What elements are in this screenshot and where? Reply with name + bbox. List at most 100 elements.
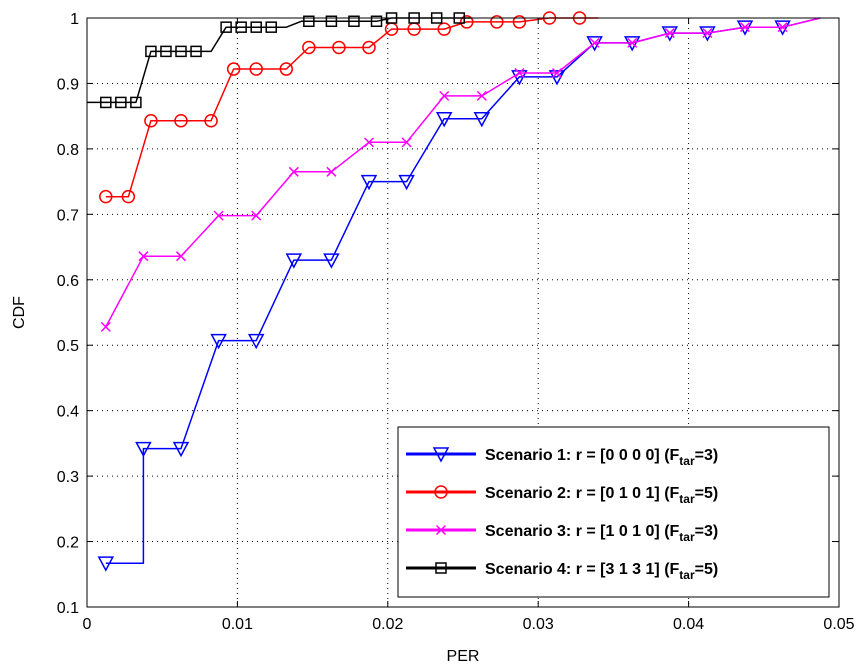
data-point-marker: [326, 166, 337, 177]
data-point-marker: [514, 67, 525, 79]
data-point-marker: [303, 15, 315, 28]
data-point-marker: [435, 562, 447, 574]
legend-label-subscript: tar: [679, 530, 695, 544]
data-point-marker: [250, 21, 262, 33]
data-point-marker: [204, 113, 218, 128]
data-point-marker: [551, 67, 563, 79]
legend-label-main: Scenario 4: r = [3 1 3 1] (F: [485, 561, 680, 578]
y-tick-label: 0.1: [57, 600, 79, 617]
data-point-marker: [100, 321, 111, 332]
legend-label: Scenario 4: r = [3 1 3 1] (Ftar=5): [485, 561, 718, 582]
data-point-marker: [702, 28, 713, 39]
data-point-marker: [476, 90, 487, 101]
data-point-marker: [401, 137, 412, 148]
data-point-marker: [664, 28, 675, 39]
data-point-marker: [213, 210, 224, 221]
data-point-marker: [138, 251, 149, 262]
data-point-marker: [739, 22, 751, 33]
data-point-marker: [777, 22, 788, 33]
legend: Scenario 1: r = [0 0 0 0] (Ftar=3)Scenar…: [397, 426, 830, 598]
y-tick-label: 0.8: [57, 142, 79, 159]
data-point-marker: [220, 21, 232, 33]
legend-label-tail: =3): [695, 523, 719, 540]
legend-label-main: Scenario 1: r = [0 0 0 0] (F: [485, 447, 680, 464]
data-point-marker: [302, 40, 316, 55]
legend-label: Scenario 1: r = [0 0 0 0] (Ftar=3): [485, 447, 718, 468]
data-point-marker: [512, 15, 527, 29]
legend-label-tail: =5): [695, 485, 719, 502]
data-point-marker: [285, 253, 303, 269]
x-tick-label: 0.05: [823, 616, 854, 633]
data-point-marker: [437, 22, 451, 36]
data-point-marker: [460, 15, 474, 29]
series-lines: [87, 11, 821, 572]
data-point-marker: [439, 90, 450, 101]
legend-item: Scenario 3: r = [1 0 1 0] (Ftar=3): [406, 523, 718, 544]
x-tick-label: 0.01: [222, 616, 253, 633]
data-point-marker: [435, 112, 453, 128]
data-point-marker: [135, 441, 152, 458]
data-point-marker: [160, 45, 172, 58]
plot-frame: [86, 17, 840, 608]
data-point-marker: [174, 113, 188, 128]
data-point-marker: [370, 15, 383, 28]
data-point-marker: [145, 45, 157, 58]
data-point-marker: [348, 15, 360, 28]
data-point-marker: [363, 137, 375, 148]
x-tick-label: 0.02: [372, 616, 403, 633]
legend-label-subscript: tar: [679, 492, 695, 506]
data-point-marker: [190, 45, 202, 58]
y-tick-label: 0.2: [57, 535, 79, 552]
x-axis-label: PER: [447, 648, 480, 665]
data-point-marker: [226, 62, 241, 76]
y-tick-label: 1: [70, 11, 79, 28]
legend-item: Scenario 1: r = [0 0 0 0] (Ftar=3): [406, 447, 718, 468]
legend-label-subscript: tar: [679, 454, 695, 468]
data-point-marker: [398, 174, 415, 191]
legend-label: Scenario 3: r = [1 0 1 0] (Ftar=3): [485, 523, 718, 544]
y-tick-label: 0.4: [57, 404, 79, 421]
legend-label-subscript: tar: [679, 568, 695, 582]
data-point-marker: [100, 96, 112, 109]
data-point-marker: [144, 113, 158, 128]
data-point-marker: [115, 96, 127, 109]
data-point-marker: [97, 556, 115, 572]
series-line: [105, 17, 599, 198]
legend-label-main: Scenario 2: r = [0 1 0 1] (F: [485, 485, 680, 502]
y-tick-label: 0.3: [57, 469, 79, 486]
y-tick-label: 0.9: [57, 76, 79, 93]
data-point-marker: [249, 62, 263, 76]
x-tick-label: 0.04: [673, 616, 704, 633]
y-axis-label: CDF: [11, 296, 28, 329]
legend-item: Scenario 4: r = [3 1 3 1] (Ftar=5): [406, 561, 718, 582]
data-point-marker: [360, 174, 378, 191]
data-point-marker: [362, 40, 376, 55]
data-point-marker: [627, 37, 638, 48]
data-point-marker: [288, 166, 299, 177]
data-point-marker: [99, 189, 113, 204]
data-point-marker: [251, 210, 262, 221]
legend-label-tail: =5): [695, 561, 719, 578]
legend-label: Scenario 2: r = [0 1 0 1] (Ftar=5): [485, 485, 718, 506]
y-tick-label: 0.7: [57, 207, 79, 224]
data-point-marker: [172, 441, 190, 458]
x-tick-label: 0: [83, 616, 92, 633]
axis-ticks: 0 0.01 0.02 0.03 0.04 0.05 0.1 0.2 0.3 0.4 0.5 0.6 0…: [57, 11, 855, 633]
y-tick-label: 0.5: [57, 338, 79, 355]
legend-item: Scenario 2: r = [0 1 0 1] (Ftar=5): [406, 485, 718, 506]
data-point-marker: [325, 15, 338, 28]
data-point-marker: [175, 251, 187, 262]
data-point-marker: [175, 45, 187, 58]
data-point-marker: [589, 37, 600, 48]
data-point-marker: [490, 15, 504, 29]
legend-label-main: Scenario 3: r = [1 0 1 0] (F: [485, 523, 680, 540]
data-point-marker: [265, 21, 277, 33]
data-point-marker: [121, 189, 136, 204]
y-tick-label: 0.6: [57, 273, 79, 290]
data-point-marker: [323, 253, 340, 269]
legend-label-tail: =3): [695, 447, 719, 464]
data-point-marker: [210, 333, 227, 350]
series-line: [105, 17, 821, 328]
